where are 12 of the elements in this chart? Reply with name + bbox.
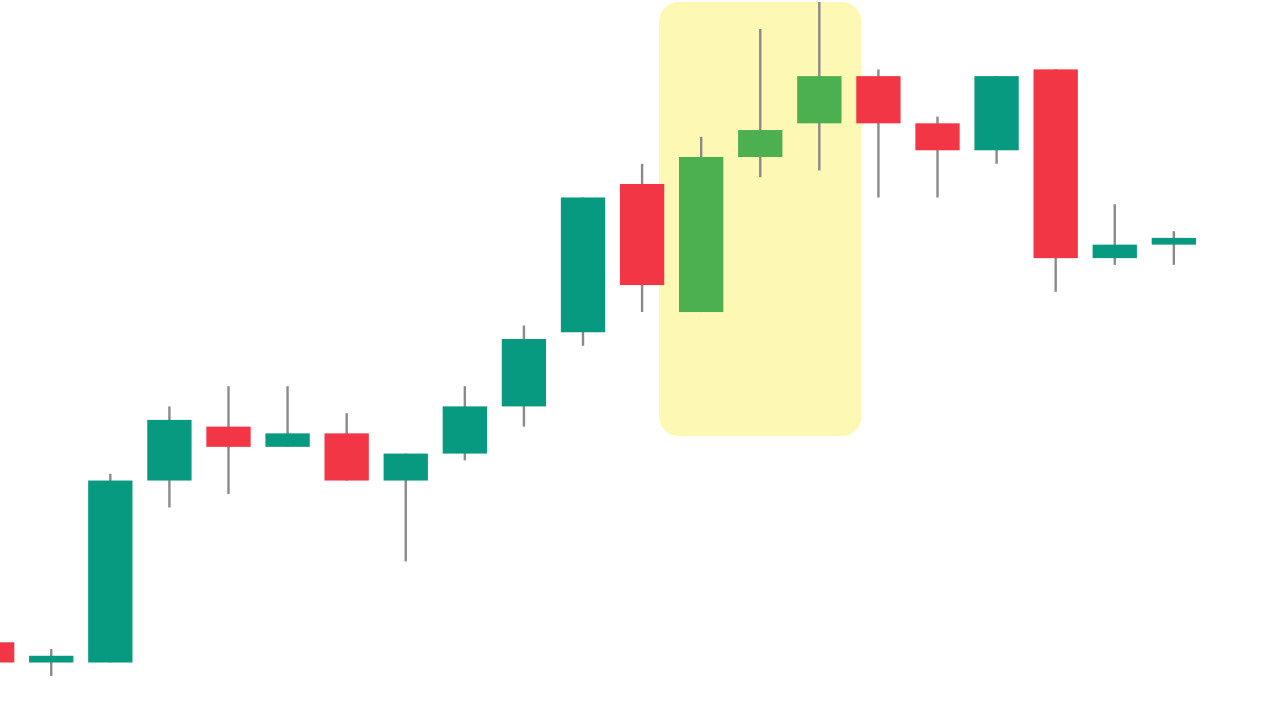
candlestick <box>1151 229 1196 267</box>
candlestick <box>797 0 842 172</box>
candlestick <box>324 411 369 482</box>
candlestick <box>265 384 310 449</box>
candlestick <box>442 384 487 462</box>
candlestick <box>383 452 428 563</box>
candlestick <box>1092 203 1137 267</box>
candlestick <box>915 115 960 199</box>
candlestick <box>738 27 783 179</box>
candlestick <box>856 68 901 199</box>
candlestick <box>206 384 251 496</box>
candlestick <box>29 647 74 678</box>
